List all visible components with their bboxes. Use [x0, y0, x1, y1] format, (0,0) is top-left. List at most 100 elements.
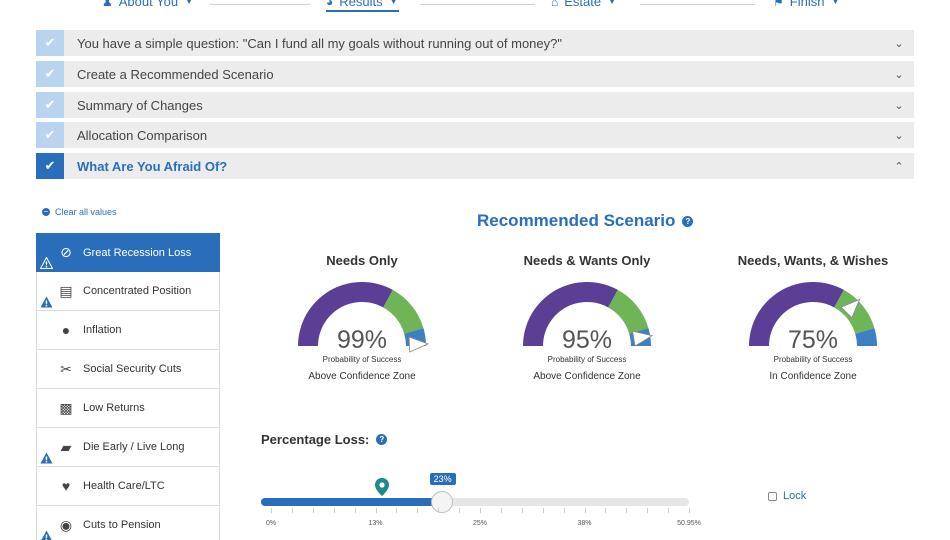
slider-tick	[668, 508, 670, 513]
slider-tick	[271, 508, 272, 513]
nav-divider	[640, 4, 755, 5]
lock-checkbox[interactable]: Lock	[768, 490, 806, 502]
slider-tick-label: 38%	[577, 520, 592, 527]
gauge-segment-confidence	[608, 289, 649, 334]
help-icon[interactable]: ?	[682, 215, 694, 227]
nav-about-you[interactable]: ♟ About You ▼	[102, 0, 194, 9]
low-bars-icon: ▩	[59, 399, 73, 416]
fear-item-cuts-to-pension[interactable]: ◉ Cuts to Pension !	[36, 506, 220, 540]
caret-down-icon: ▼	[607, 0, 618, 7]
top-nav: ♟ About You ▼ ◕ Results ▼ ⌂ Estate ▼ ⚑ F…	[0, 0, 950, 14]
accordion-allocation-comparison[interactable]: ✔ Allocation Comparison ⌄	[36, 122, 914, 148]
money-stack-icon: ▤	[59, 282, 73, 299]
svg-text:!: !	[45, 261, 49, 270]
warning-icon: !	[40, 257, 53, 269]
accordion-create-scenario[interactable]: ✔ Create a Recommended Scenario ⌄	[36, 61, 914, 87]
checkbox[interactable]	[768, 491, 777, 501]
fear-item-die-early-live-long[interactable]: ▰ Die Early / Live Long !	[36, 428, 220, 467]
gauge-needs-wants: Needs & Wants Only 95% Probability of Su…	[487, 253, 687, 382]
percentage-loss-slider[interactable]	[261, 491, 689, 513]
gauge-icon: ◕	[326, 0, 334, 9]
gauge-needle	[632, 330, 654, 347]
slider-tick-label: 50.95%	[677, 520, 701, 527]
money-bag-icon: ●	[61, 322, 71, 338]
help-icon[interactable]: ?	[376, 434, 388, 445]
chevron-down-icon[interactable]: ⌄	[894, 129, 904, 142]
warning-icon: !	[40, 296, 53, 308]
fear-item-inflation[interactable]: ● Inflation	[36, 311, 220, 350]
slider-tick	[626, 508, 628, 513]
check-icon: ✔	[36, 153, 64, 179]
slider-value-tooltip: 23%	[429, 473, 456, 485]
heart-pulse-icon: ♥	[61, 478, 71, 494]
chevron-down-icon[interactable]: ⌄	[894, 99, 904, 112]
caret-down-icon: ▼	[830, 0, 841, 7]
chevron-up-icon[interactable]: ⌃	[894, 160, 904, 173]
check-icon: ✔	[36, 30, 64, 56]
fear-item-great-recession-loss[interactable]: ⊘ Great Recession Loss !	[36, 233, 220, 272]
slider-tick	[333, 508, 335, 513]
nav-results[interactable]: ◕ Results ▼	[326, 0, 399, 12]
slider-tick	[291, 508, 293, 513]
clear-all-values-link[interactable]: − Clear all values	[42, 207, 117, 217]
gauge-segment-low	[298, 282, 393, 346]
slider-tick	[689, 508, 690, 513]
tombstone-icon: ▰	[60, 438, 72, 455]
slider-tick	[459, 508, 461, 513]
gauge-needs-wants-wishes: Needs, Wants, & Wishes 75% Probability o…	[737, 253, 889, 382]
slider-tick	[312, 508, 314, 513]
fear-item-concentrated-position[interactable]: ▤ Concentrated Position !	[36, 272, 220, 311]
nav-estate[interactable]: ⌂ Estate ▼	[551, 0, 617, 9]
gauge-needle	[408, 336, 430, 353]
slider-tick	[375, 508, 377, 513]
slider-tick	[500, 508, 502, 513]
fear-item-low-returns[interactable]: ▩ Low Returns	[36, 389, 220, 428]
chevron-down-icon[interactable]: ⌄	[894, 68, 904, 81]
accordion-afraid-of[interactable]: ✔ What Are You Afraid Of? ⌃	[36, 153, 914, 179]
user-icon: ♟	[102, 0, 113, 9]
slider-fill	[261, 498, 442, 506]
piggy-bank-icon: ◉	[59, 516, 73, 533]
slider-tick	[354, 508, 356, 513]
scissors-icon: ✂	[60, 360, 72, 377]
slider-ticks	[271, 508, 690, 516]
fear-item-social-security-cuts[interactable]: ✂ Social Security Cuts	[36, 350, 220, 389]
percentage-loss-label: Percentage Loss: ?	[261, 432, 388, 447]
warning-icon: !	[40, 452, 53, 464]
slider-tick-label: 0%	[265, 520, 277, 527]
caret-down-icon: ▼	[388, 0, 399, 7]
chevron-down-icon[interactable]: ⌄	[894, 37, 904, 50]
slider-tick	[480, 508, 481, 513]
caret-down-icon: ▼	[184, 0, 194, 7]
gauge-segment-confidence	[383, 289, 424, 334]
minus-circle-icon: −	[42, 207, 50, 216]
check-icon: ✔	[36, 61, 64, 87]
svg-text:!: !	[45, 456, 49, 465]
warning-icon: !	[41, 530, 52, 540]
nav-divider	[210, 4, 310, 5]
check-icon: ✔	[36, 122, 64, 148]
slider-tick	[438, 508, 440, 513]
accordion-simple-question[interactable]: ✔ You have a simple question: "Can I fun…	[36, 30, 914, 56]
gauge-needle	[840, 298, 861, 319]
gauge-segment-low	[523, 282, 618, 346]
check-icon: ✔	[36, 92, 64, 118]
nav-divider	[420, 4, 535, 5]
gauge-segment-low	[749, 282, 844, 346]
flag-icon: ⚑	[773, 0, 784, 9]
accordion-summary-changes[interactable]: ✔ Summary of Changes ⌄	[36, 92, 914, 118]
slider-tick	[563, 508, 565, 513]
gauge-segment-high	[855, 328, 877, 346]
slider-tick	[396, 508, 398, 513]
slider-tick-label: 25%	[472, 520, 488, 527]
no-dollar-icon: ⊘	[60, 244, 72, 260]
slider-handle[interactable]	[430, 491, 453, 513]
nav-finish[interactable]: ⚑ Finish ▼	[773, 0, 840, 9]
house-icon: ⌂	[551, 0, 559, 9]
gauge-chart	[523, 282, 654, 347]
fear-item-health-care-ltc[interactable]: ♥ Health Care/LTC	[36, 467, 220, 506]
slider-tick	[521, 508, 523, 513]
gauge-chart	[298, 282, 430, 353]
gauge-needs-only: Needs Only 99% Probability of Success Ab…	[262, 253, 462, 382]
fear-list: ⊘ Great Recession Loss ! ▤ Concentrated …	[36, 233, 220, 540]
